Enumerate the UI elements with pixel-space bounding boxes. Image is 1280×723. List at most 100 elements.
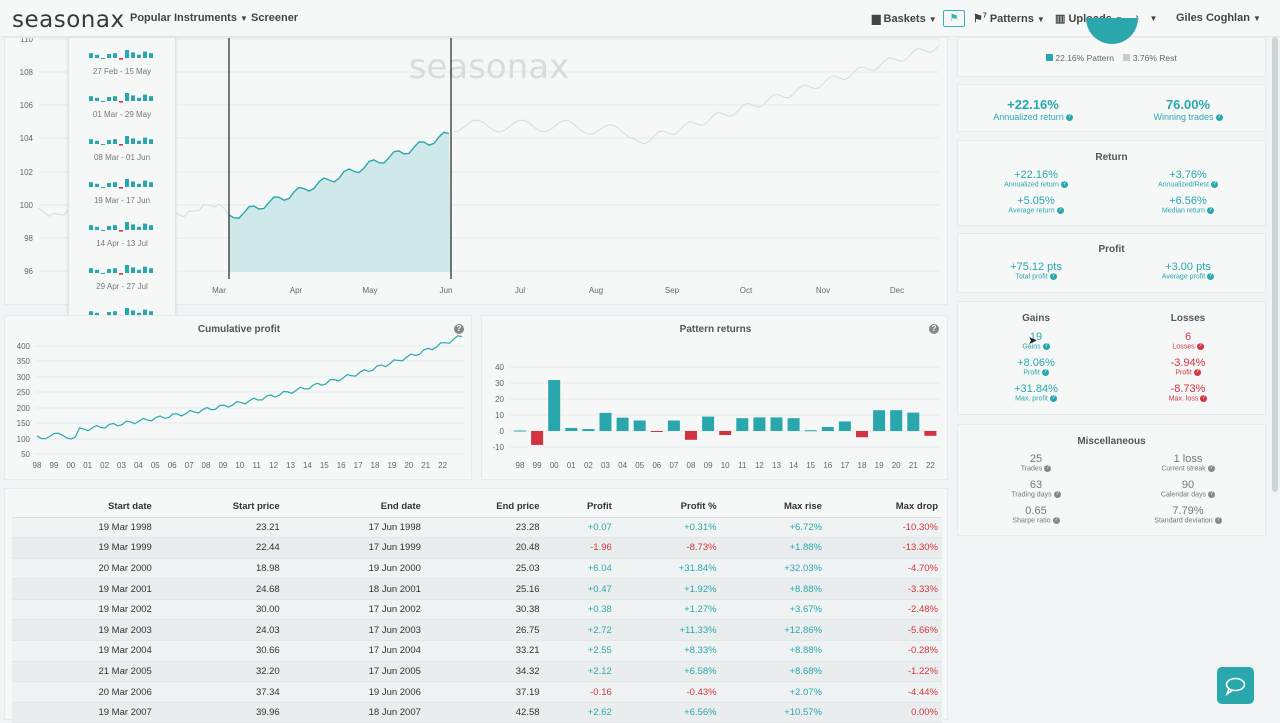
annualized-return: +22.16% Annualized return? xyxy=(1004,169,1068,189)
table-cell: 20 Mar 2000 xyxy=(12,558,156,580)
table-row[interactable]: 20 Mar 2006 37.34 19 Jun 2006 37.19 -0.16 -0.… xyxy=(12,681,942,703)
pattern-date-range: 19 Mar - 17 Jun xyxy=(93,196,151,205)
nav-screener[interactable]: Screener xyxy=(251,12,299,24)
table-cell: 26.75 xyxy=(424,619,544,642)
help-icon[interactable]: ? xyxy=(454,324,464,334)
mini-bar xyxy=(125,308,129,316)
bookmark-button[interactable]: ⚑ xyxy=(943,10,965,27)
pattern-list-item[interactable]: 19 Mar - 17 Jun xyxy=(69,167,175,210)
mini-bar xyxy=(95,183,99,187)
mini-bar xyxy=(131,267,135,273)
mini-bar xyxy=(125,179,129,187)
mini-bar-chart xyxy=(89,136,153,146)
x-tick-label: 16 xyxy=(823,461,832,470)
seasonal-chart[interactable]: 110 108 106 104 102 100 98 96 Mar Apr May Jun Jul Aug… xyxy=(5,35,949,306)
table-cell: -1.96 xyxy=(543,537,616,559)
column-header[interactable]: Start date xyxy=(12,497,156,518)
x-tick-label: 18 xyxy=(371,461,380,470)
mini-bar xyxy=(149,139,153,144)
table-row[interactable]: 20 Mar 2000 18.98 19 Jun 2000 25.03 +6.04 +31… xyxy=(12,558,942,580)
y-tick-label: 400 xyxy=(17,342,31,351)
mini-bar xyxy=(149,182,153,187)
pattern-list-item[interactable]: 27 Feb - 15 May xyxy=(69,38,175,81)
help-icon[interactable]: ? xyxy=(929,324,939,334)
table-cell: +8.33% xyxy=(615,640,721,662)
column-header[interactable]: Start price xyxy=(155,497,284,518)
return-bar xyxy=(856,431,868,438)
table-cell: 25.03 xyxy=(424,558,544,580)
user-menu[interactable]: Giles Coghlan ▼ xyxy=(1176,12,1261,24)
nav-patterns[interactable]: ⚑7 Patterns ▼ xyxy=(973,12,1045,25)
legend-swatch-pattern xyxy=(1046,54,1053,61)
x-tick-label: 15 xyxy=(320,461,329,470)
mini-bar xyxy=(107,54,111,58)
pattern-list-item[interactable]: 01 Mar - 29 May xyxy=(69,81,175,124)
table-row[interactable]: 21 Mar 2005 32.20 17 Jun 2005 34.32 +2.12 +6.… xyxy=(12,661,942,683)
table-cell: 17 Jun 1999 xyxy=(283,537,425,559)
trades-count: 25 Trades? xyxy=(1020,453,1052,473)
pattern-date-range: 14 Apr - 13 Jul xyxy=(96,239,148,248)
table-cell: 30.66 xyxy=(155,640,284,662)
column-header[interactable]: Profit % xyxy=(615,497,721,518)
x-tick-label: 22 xyxy=(926,461,935,470)
table-cell: +2.55 xyxy=(543,640,616,662)
table-row[interactable]: 19 Mar 2002 30.00 17 Jun 2002 30.38 +0.38 +1.… xyxy=(12,599,942,621)
column-header[interactable]: Max rise xyxy=(720,497,826,518)
table-cell: 33.21 xyxy=(424,640,544,662)
app-logo[interactable]: seasonax xyxy=(12,7,125,33)
nav-baskets[interactable]: ▆ Baskets ▼ xyxy=(872,13,937,25)
y-tick-label: 30 xyxy=(495,379,504,388)
losses-profit: -3.94% Profit? xyxy=(1170,357,1206,377)
mini-bar xyxy=(149,53,153,58)
table-row[interactable]: 19 Mar 2001 24.68 18 Jun 2001 25.16 +0.47 +1.… xyxy=(12,578,942,600)
column-header[interactable]: End date xyxy=(283,497,425,518)
mini-bar-chart xyxy=(89,308,153,318)
return-bar xyxy=(531,431,544,445)
x-tick-label: 13 xyxy=(772,461,781,470)
y-tick-label: 350 xyxy=(17,357,31,366)
x-tick-label: Dec xyxy=(890,286,904,295)
pattern-list-item[interactable]: 29 Apr - 27 Jul xyxy=(69,253,175,296)
mini-bar xyxy=(113,182,117,187)
column-header[interactable]: End price xyxy=(424,497,544,518)
table-cell: 30.38 xyxy=(424,599,544,621)
y-tick-label: 40 xyxy=(495,363,504,372)
x-tick-label: 09 xyxy=(218,461,227,470)
pattern-list-item[interactable]: 14 Apr - 13 Jul xyxy=(69,210,175,253)
table-cell: +8.88% xyxy=(720,640,826,662)
page-scrollbar[interactable] xyxy=(1272,37,1278,492)
x-tick-label: 05 xyxy=(635,461,644,470)
table-row[interactable]: 19 Mar 2004 30.66 17 Jun 2004 33.21 +2.55 +8.… xyxy=(12,640,942,662)
x-tick-label: 00 xyxy=(550,461,559,470)
chat-button[interactable] xyxy=(1217,667,1254,704)
mini-bar xyxy=(89,96,93,101)
mini-bar xyxy=(125,222,129,230)
table-cell: 19 Mar 2003 xyxy=(12,619,156,642)
average-profit: +3.00 pts Average profit? xyxy=(1161,261,1215,281)
table-row[interactable]: 19 Mar 2003 24.03 17 Jun 2003 26.75 +2.72 +11… xyxy=(12,619,942,642)
table-row[interactable]: 19 Mar 2007 39.96 18 Jun 2007 42.58 +2.62 +6.… xyxy=(12,702,942,723)
table-cell: +6.72% xyxy=(720,517,826,539)
x-tick-label: 10 xyxy=(235,461,244,470)
table-cell: 24.03 xyxy=(155,619,284,642)
table-cell: 20 Mar 2006 xyxy=(12,681,156,703)
table-row[interactable]: 19 Mar 1998 23.21 17 Jun 1998 23.28 +0.07 +0.… xyxy=(12,517,942,539)
mini-bar xyxy=(131,95,135,101)
x-tick-label: 06 xyxy=(168,461,177,470)
current-streak: 1 loss Current streak? xyxy=(1161,453,1215,473)
mini-bar-chart xyxy=(89,265,153,275)
nav-popular-instruments[interactable]: Popular Instruments ▼ xyxy=(130,12,248,24)
column-header[interactable]: Profit xyxy=(543,497,616,518)
pattern-list-item[interactable]: 08 Mar - 01 Jun xyxy=(69,124,175,167)
table-cell: 19 Mar 2001 xyxy=(12,578,156,600)
y-tick-label: 106 xyxy=(20,101,34,110)
table-cell: -0.16 xyxy=(543,681,616,703)
mini-bar xyxy=(137,312,141,316)
mini-bar xyxy=(137,183,141,187)
column-header[interactable]: Max drop xyxy=(825,497,942,518)
x-tick-label: 98 xyxy=(33,461,42,470)
pie-chart-segment xyxy=(1086,18,1138,44)
table-row[interactable]: 19 Mar 1999 22.44 17 Jun 1999 20.48 -1.96 -8.… xyxy=(12,537,942,559)
table-cell: 17 Jun 2002 xyxy=(283,599,425,621)
mini-bar xyxy=(113,53,117,58)
